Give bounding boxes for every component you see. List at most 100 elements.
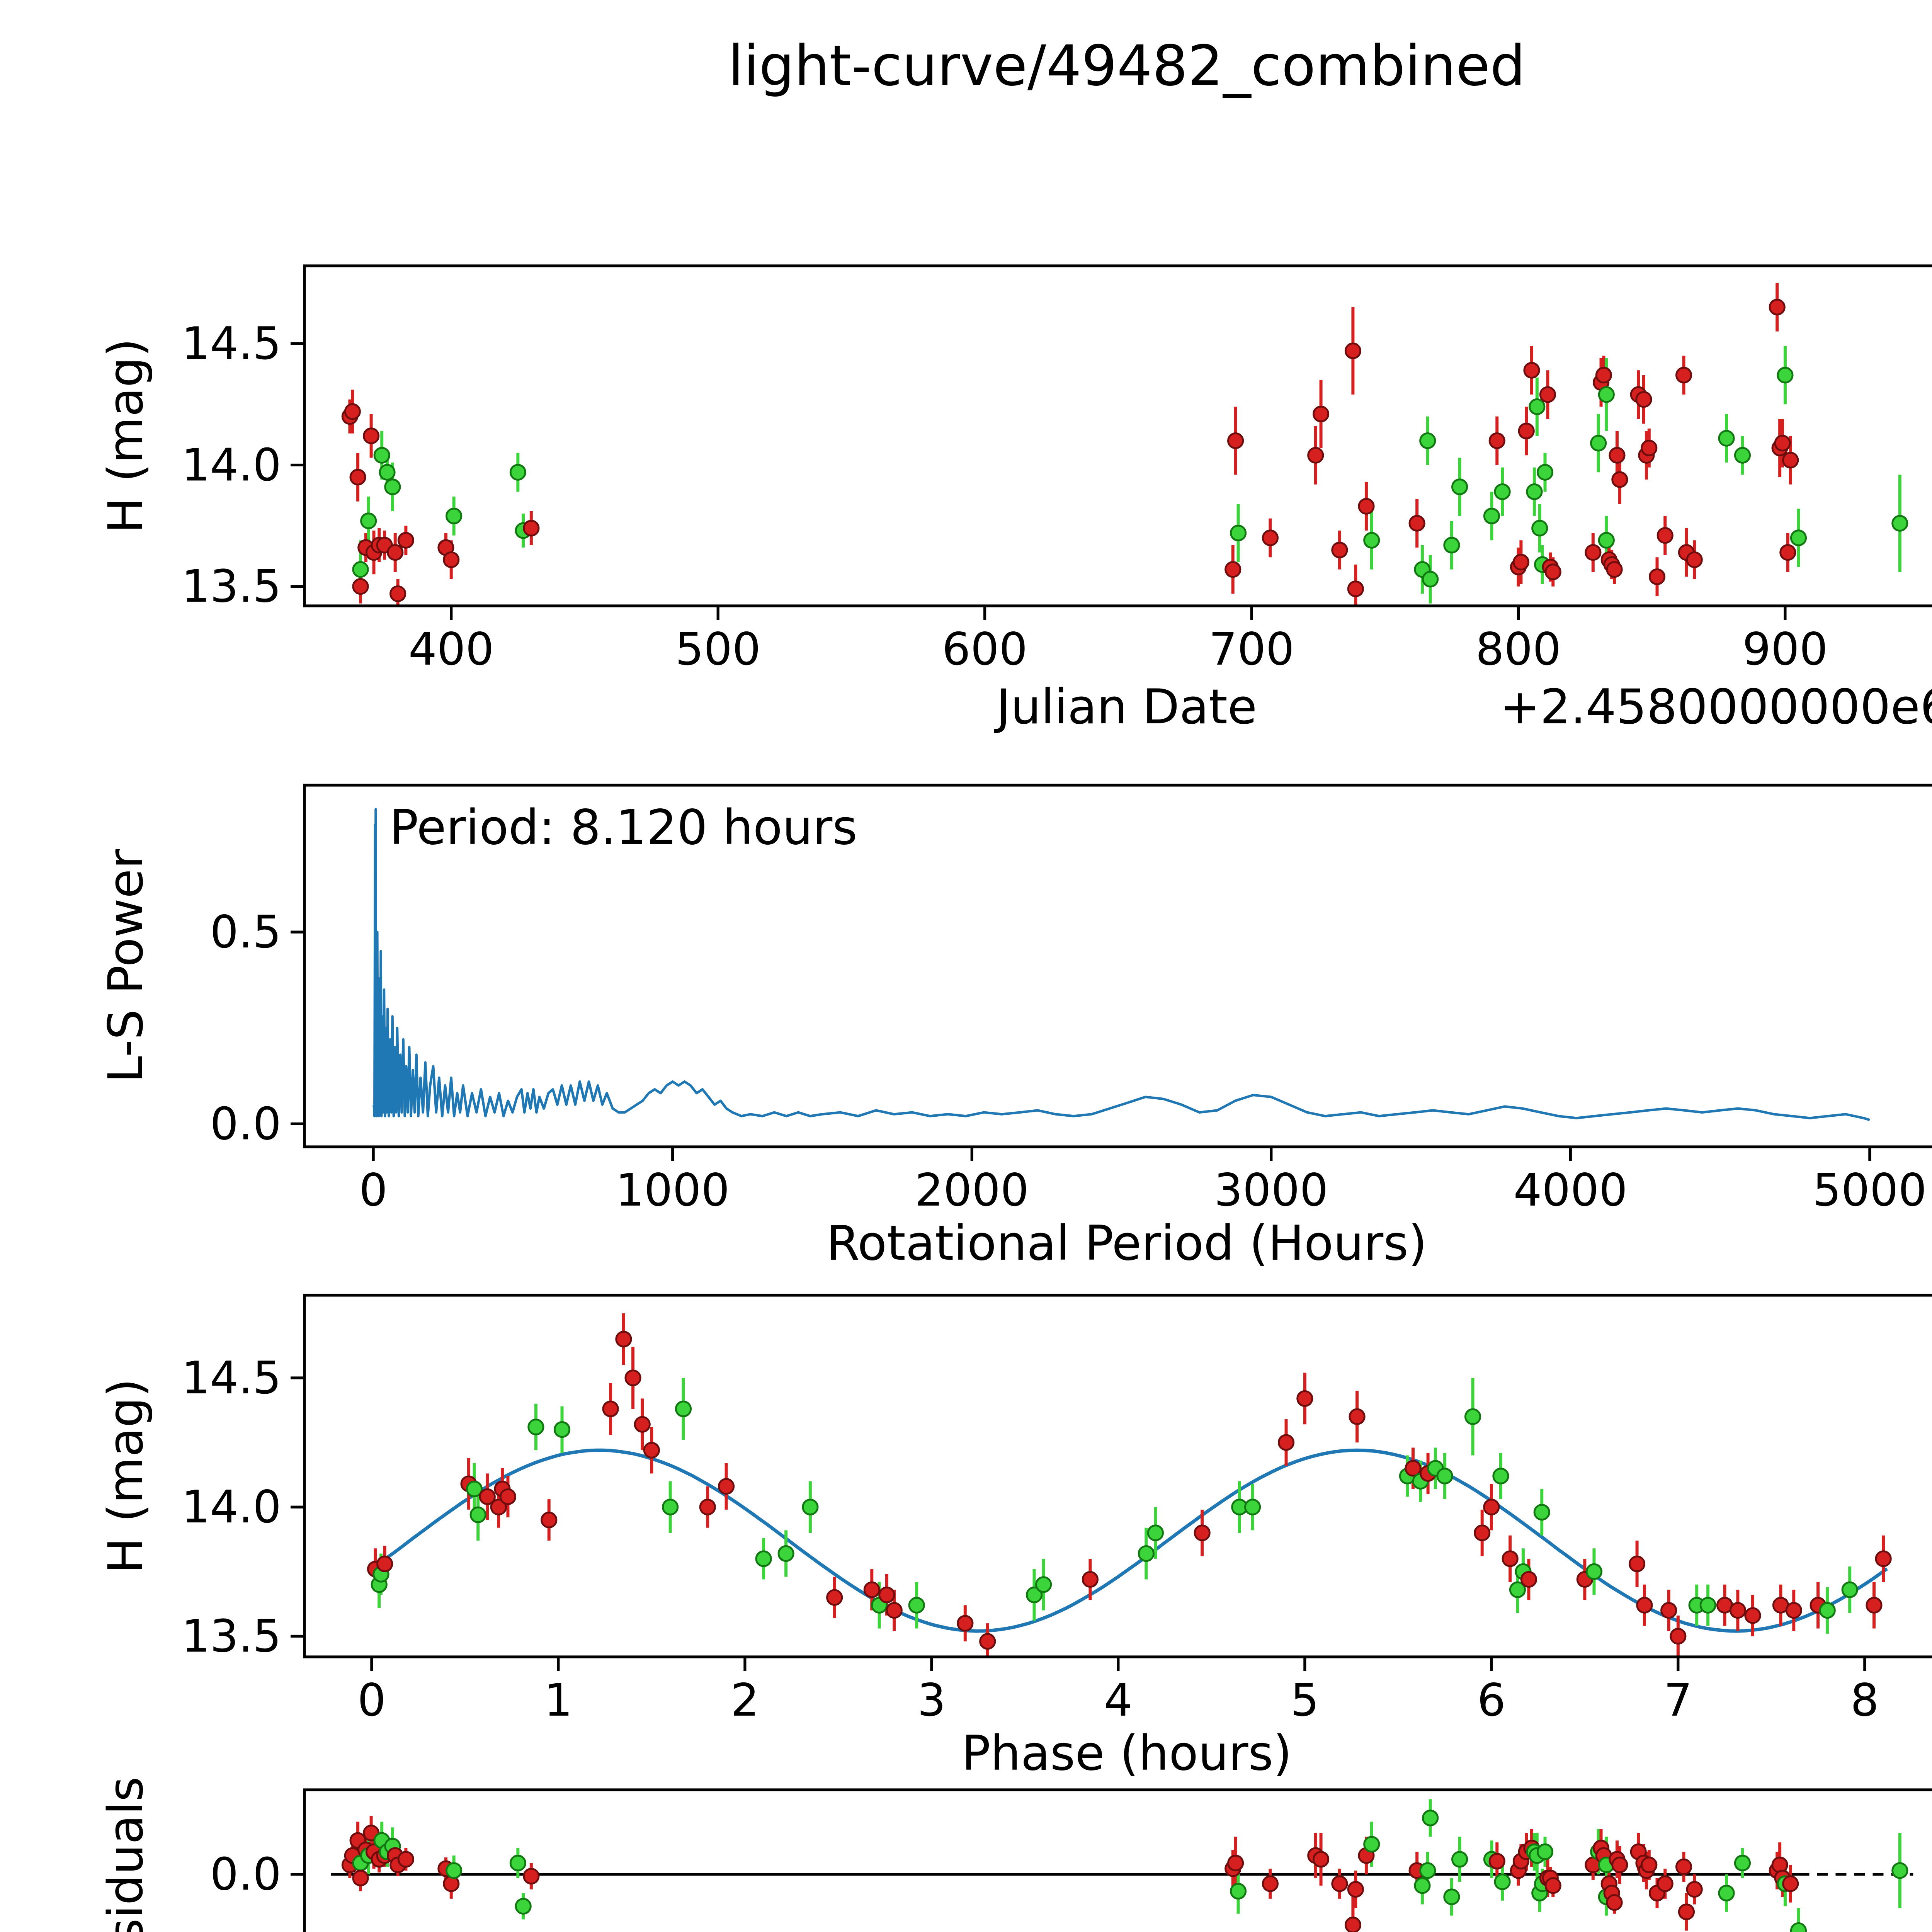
data-point — [634, 1416, 651, 1433]
data-point — [1785, 1602, 1802, 1619]
x-axis-label: Phase (hours) — [961, 1726, 1292, 1781]
data-point — [643, 1442, 660, 1459]
data-point — [509, 464, 526, 481]
data-point — [490, 1498, 507, 1515]
data-point — [1686, 1881, 1703, 1898]
data-point — [1509, 1581, 1526, 1598]
data-point — [360, 512, 377, 529]
data-point — [1595, 367, 1612, 384]
data-point — [1312, 405, 1330, 423]
data-point — [1307, 447, 1324, 464]
data-point — [344, 403, 361, 420]
data-point — [1523, 362, 1540, 379]
data-point — [1363, 1836, 1380, 1853]
data-point — [1611, 1856, 1628, 1873]
data-point — [1312, 1851, 1330, 1868]
data-point — [1436, 1468, 1453, 1485]
data-point — [1531, 520, 1548, 537]
axes-frame — [303, 264, 1932, 607]
data-point — [1636, 1597, 1653, 1614]
data-point — [1344, 342, 1362, 359]
data-point — [1262, 529, 1279, 546]
data-point — [908, 1597, 925, 1614]
data-point — [1734, 1854, 1751, 1872]
data-point — [1641, 1856, 1658, 1873]
data-point — [1660, 1602, 1677, 1619]
data-point — [1347, 1881, 1364, 1898]
data-point — [1875, 1550, 1892, 1567]
x-tick-label: 4 — [1104, 1674, 1133, 1726]
x-tick-label: 3 — [917, 1674, 946, 1726]
data-point — [1225, 561, 1242, 578]
x-tick-label: 8 — [1850, 1674, 1879, 1726]
data-point — [718, 1478, 735, 1495]
y-tick-label: 14.5 — [182, 1352, 281, 1404]
data-point — [615, 1331, 632, 1348]
figure-title: light-curve/49482_combined — [728, 33, 1525, 98]
data-point — [1035, 1576, 1052, 1593]
data-point — [1529, 398, 1546, 415]
x-tick-label: 5 — [1291, 1674, 1319, 1726]
data-point — [1082, 1571, 1099, 1588]
data-point — [1891, 1862, 1908, 1879]
data-point — [479, 1488, 496, 1505]
data-point — [1474, 1524, 1491, 1541]
data-point — [1585, 1563, 1603, 1580]
data-point — [1520, 1571, 1537, 1588]
data-point — [755, 1550, 772, 1567]
data-point — [1488, 1853, 1505, 1870]
x-tick-label: 400 — [408, 623, 494, 675]
x-axis-offset: +2.4580000000e6 — [1500, 679, 1932, 735]
data-point — [1544, 1877, 1561, 1894]
data-point — [878, 1586, 895, 1604]
data-point — [1488, 432, 1505, 449]
data-point — [541, 1512, 558, 1529]
y-tick-label: 13.5 — [182, 561, 281, 613]
data-point — [1675, 1858, 1692, 1875]
axes-frame — [303, 1788, 1932, 1932]
periodogram-line — [372, 808, 1870, 1121]
data-point — [1138, 1545, 1155, 1562]
periodogram-axes: 0 1000 2000 3000 4000 5000 0.0 0.5 — [210, 906, 1927, 1216]
x-tick-label: 700 — [1209, 623, 1294, 675]
data-point — [387, 544, 404, 561]
data-point — [1262, 1875, 1279, 1892]
data-point — [1230, 1883, 1247, 1900]
x-tick-label: 7 — [1664, 1674, 1692, 1726]
data-point — [1533, 1504, 1550, 1521]
data-point — [1227, 1854, 1244, 1872]
x-tick-label: 6 — [1477, 1674, 1506, 1726]
data-point — [1451, 1851, 1468, 1868]
x-tick-label: 600 — [942, 623, 1027, 675]
data-point — [699, 1498, 716, 1515]
data-point — [1419, 1862, 1436, 1879]
data-point — [675, 1400, 692, 1417]
axes-frame — [303, 1294, 1932, 1658]
data-point — [1147, 1524, 1164, 1541]
data-point — [1539, 386, 1556, 403]
x-tick-label: 4000 — [1514, 1164, 1628, 1216]
data-point — [1194, 1524, 1211, 1541]
y-tick-label: 0.0 — [210, 1098, 281, 1150]
data-point — [349, 469, 366, 486]
data-point — [379, 464, 396, 481]
data-point — [1464, 1408, 1481, 1425]
data-point — [466, 1480, 483, 1498]
data-point — [1277, 1434, 1295, 1451]
data-point — [527, 1418, 544, 1435]
data-point — [1414, 1877, 1431, 1894]
jd-lightcurve-panel: 400 500 600 700 800 900 13.5 14.0 14.5 H (mag) J… — [98, 264, 1932, 735]
data-point — [1408, 515, 1425, 532]
y-tick-label: 13.5 — [182, 1611, 281, 1663]
data-point — [1777, 367, 1794, 384]
data-point — [802, 1498, 819, 1515]
data-point — [1678, 1903, 1695, 1920]
data-point — [1483, 1498, 1500, 1515]
data-point — [1536, 1843, 1554, 1860]
phase-curve-panel: 0 1 2 3 4 5 6 7 8 13.5 14.0 14.5 H (mag) Phase (hou… — [98, 1294, 1932, 1781]
data-point — [1331, 1875, 1348, 1892]
data-point — [1656, 1875, 1673, 1892]
data-point — [397, 1851, 414, 1868]
data-point — [469, 1506, 486, 1523]
data-point — [446, 1862, 463, 1879]
